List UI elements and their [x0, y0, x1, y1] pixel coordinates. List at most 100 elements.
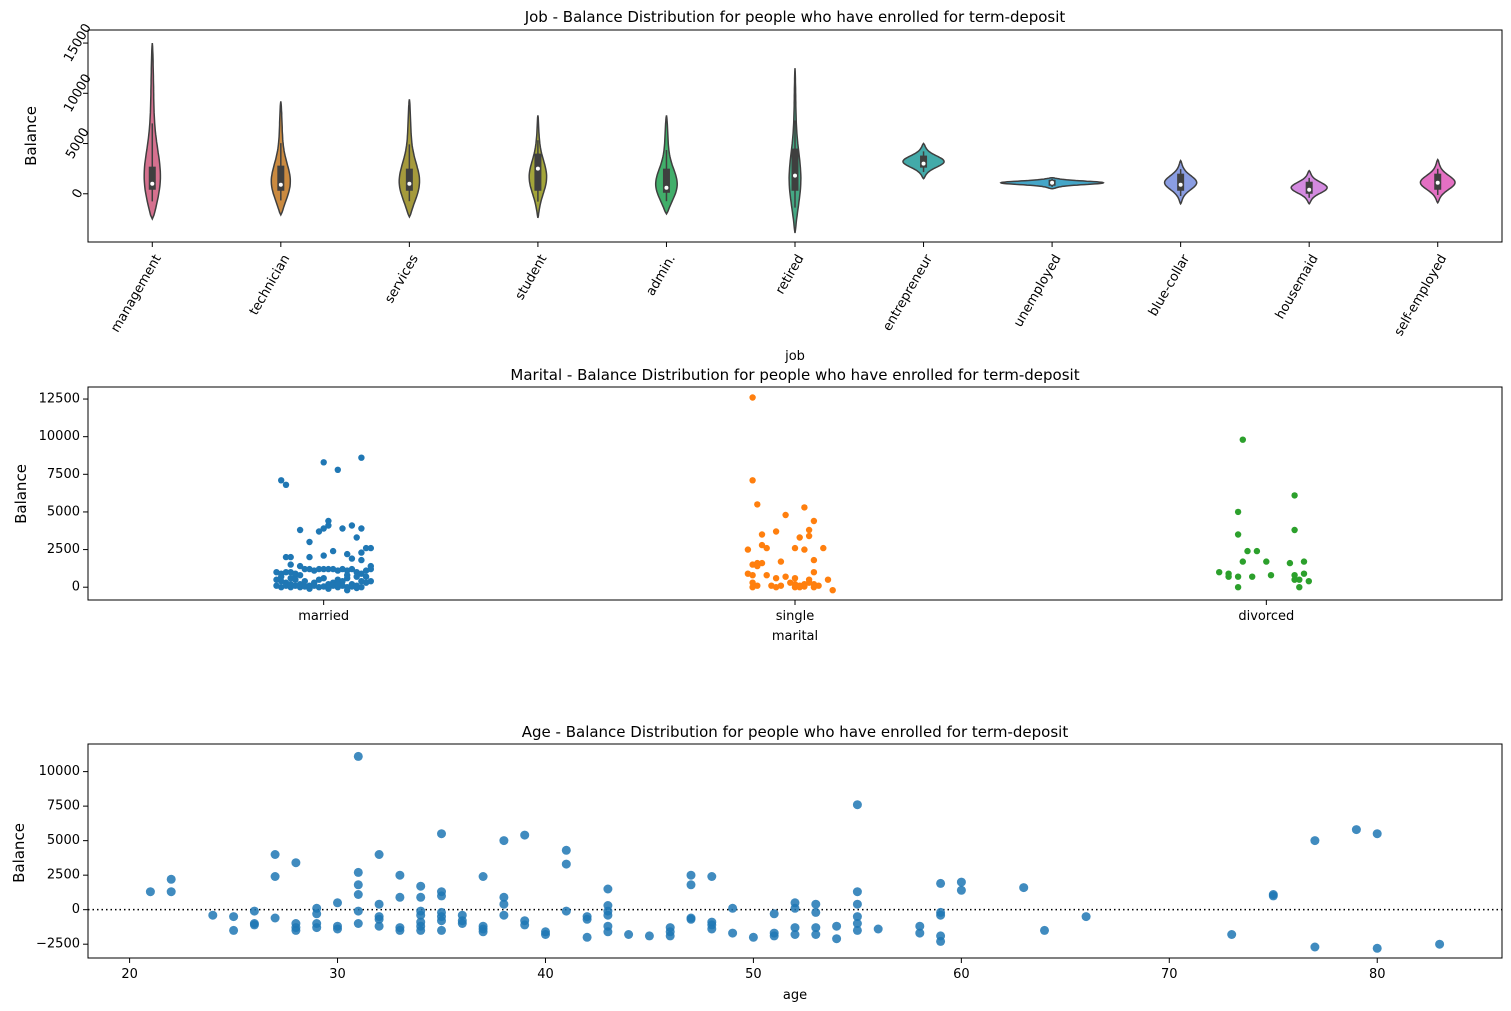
- age-point-1: [166, 874, 176, 884]
- marital-point-1-27: [772, 575, 780, 582]
- violin-median-7: [1050, 180, 1055, 185]
- age-point-58: [478, 927, 488, 937]
- marital-y-axis-label: Balance: [12, 464, 30, 524]
- age-point-124: [956, 885, 966, 895]
- age-point-100: [790, 903, 800, 913]
- age-point-38: [416, 881, 426, 891]
- age-point-9: [270, 850, 280, 859]
- marital-point-0-52: [278, 578, 285, 585]
- job-y-axis-label: Balance: [22, 106, 40, 166]
- marital-point-0-57: [301, 578, 308, 585]
- marital-point-2-15: [1291, 572, 1298, 579]
- marital-x-axis-label: marital: [772, 629, 818, 644]
- marital-y-tick-label-3: 7500: [47, 467, 80, 482]
- marital-point-1-17: [810, 556, 818, 564]
- violin-iqr-box-2: [405, 168, 413, 191]
- age-point-70: [561, 906, 571, 916]
- marital-point-1-44: [801, 583, 808, 590]
- age-point-54: [457, 919, 467, 928]
- age-point-74: [603, 884, 613, 894]
- marital-strip-plot: Marital - Balance Distribution for peopl…: [12, 366, 1503, 644]
- age-y-axis-label: Balance: [10, 823, 28, 883]
- marital-point-0-95: [334, 581, 341, 588]
- marital-point-0-1: [282, 481, 290, 488]
- age-point-81: [644, 931, 654, 941]
- marital-x-tick-label-0: married: [298, 609, 349, 624]
- marital-point-2-10: [1239, 558, 1247, 565]
- marital-point-2-20: [1296, 576, 1303, 583]
- marital-point-1-21: [754, 562, 761, 570]
- marital-point-2-13: [1267, 572, 1275, 579]
- marital-point-1-14: [758, 541, 766, 549]
- marital-point-0-91: [306, 585, 313, 592]
- age-point-123: [956, 877, 966, 887]
- age-point-117: [915, 928, 925, 938]
- marital-point-2-5: [1244, 547, 1251, 555]
- marital-point-0-12: [306, 538, 313, 546]
- marital-point-1-42: [772, 584, 780, 591]
- age-point-26: [353, 890, 363, 899]
- age-point-92: [707, 924, 717, 934]
- marital-point-0-73: [278, 584, 285, 591]
- marital-point-1-43: [791, 584, 799, 591]
- age-point-112: [852, 912, 862, 922]
- age-point-89: [707, 872, 717, 881]
- marital-point-2-21: [1296, 584, 1303, 591]
- marital-point-2-23: [1249, 573, 1256, 580]
- marital-point-0-40: [320, 565, 327, 573]
- age-point-23: [353, 751, 363, 761]
- marital-x-tick-label-1: single: [776, 609, 815, 624]
- age-x-axis-label: age: [783, 988, 807, 1003]
- age-point-79: [603, 927, 613, 937]
- age-point-85: [686, 870, 696, 880]
- marital-point-0-10: [348, 522, 356, 529]
- violin-median-6: [921, 161, 926, 166]
- marital-point-1-5: [810, 517, 818, 525]
- marital-point-1-23: [810, 569, 818, 576]
- marital-point-0-97: [296, 572, 304, 579]
- violin-median-0: [150, 181, 155, 186]
- age-point-80: [624, 930, 634, 939]
- marital-point-2-0: [1239, 436, 1247, 443]
- age-x-tick-label-3: 50: [745, 967, 762, 982]
- age-point-134: [1372, 829, 1382, 839]
- age-point-68: [561, 845, 571, 855]
- age-point-60: [499, 892, 509, 902]
- marital-point-1-20: [758, 559, 766, 567]
- age-point-45: [437, 829, 446, 839]
- marital-point-2-11: [1253, 547, 1261, 555]
- age-point-106: [811, 930, 821, 939]
- marital-point-1-31: [824, 576, 832, 583]
- marital-point-2-2: [1234, 531, 1242, 538]
- marital-y-tick-label-2: 5000: [47, 504, 80, 519]
- age-point-51: [437, 925, 446, 935]
- age-point-32: [374, 914, 384, 924]
- age-point-116: [915, 921, 925, 931]
- violin-iqr-box-0: [148, 166, 156, 190]
- age-x-tick-label-5: 70: [1161, 967, 1178, 982]
- age-point-24: [353, 867, 363, 877]
- age-point-110: [852, 887, 862, 897]
- marital-point-1-8: [805, 526, 813, 534]
- marital-point-0-6: [320, 525, 327, 532]
- violin-median-9: [1307, 187, 1312, 192]
- age-point-84: [665, 931, 675, 941]
- marital-y-tick-label-0: 0: [72, 580, 80, 595]
- age-point-41: [416, 910, 426, 920]
- age-point-27: [353, 906, 363, 916]
- job-x-axis-label: job: [784, 349, 805, 364]
- violin-median-2: [407, 181, 412, 186]
- age-x-tick-label-6: 80: [1369, 967, 1386, 982]
- age-point-11: [270, 913, 280, 923]
- age-point-63: [520, 830, 530, 840]
- marital-point-0-77: [296, 584, 304, 591]
- violin-iqr-box-8: [1177, 173, 1185, 191]
- marital-point-1-0: [749, 394, 756, 401]
- age-point-73: [582, 932, 592, 942]
- age-point-2: [166, 887, 176, 897]
- marital-point-0-5: [296, 526, 304, 534]
- age-point-105: [811, 923, 821, 933]
- marital-point-0-48: [358, 570, 365, 577]
- marital-point-0-0: [278, 477, 285, 484]
- marital-point-0-7: [325, 522, 332, 529]
